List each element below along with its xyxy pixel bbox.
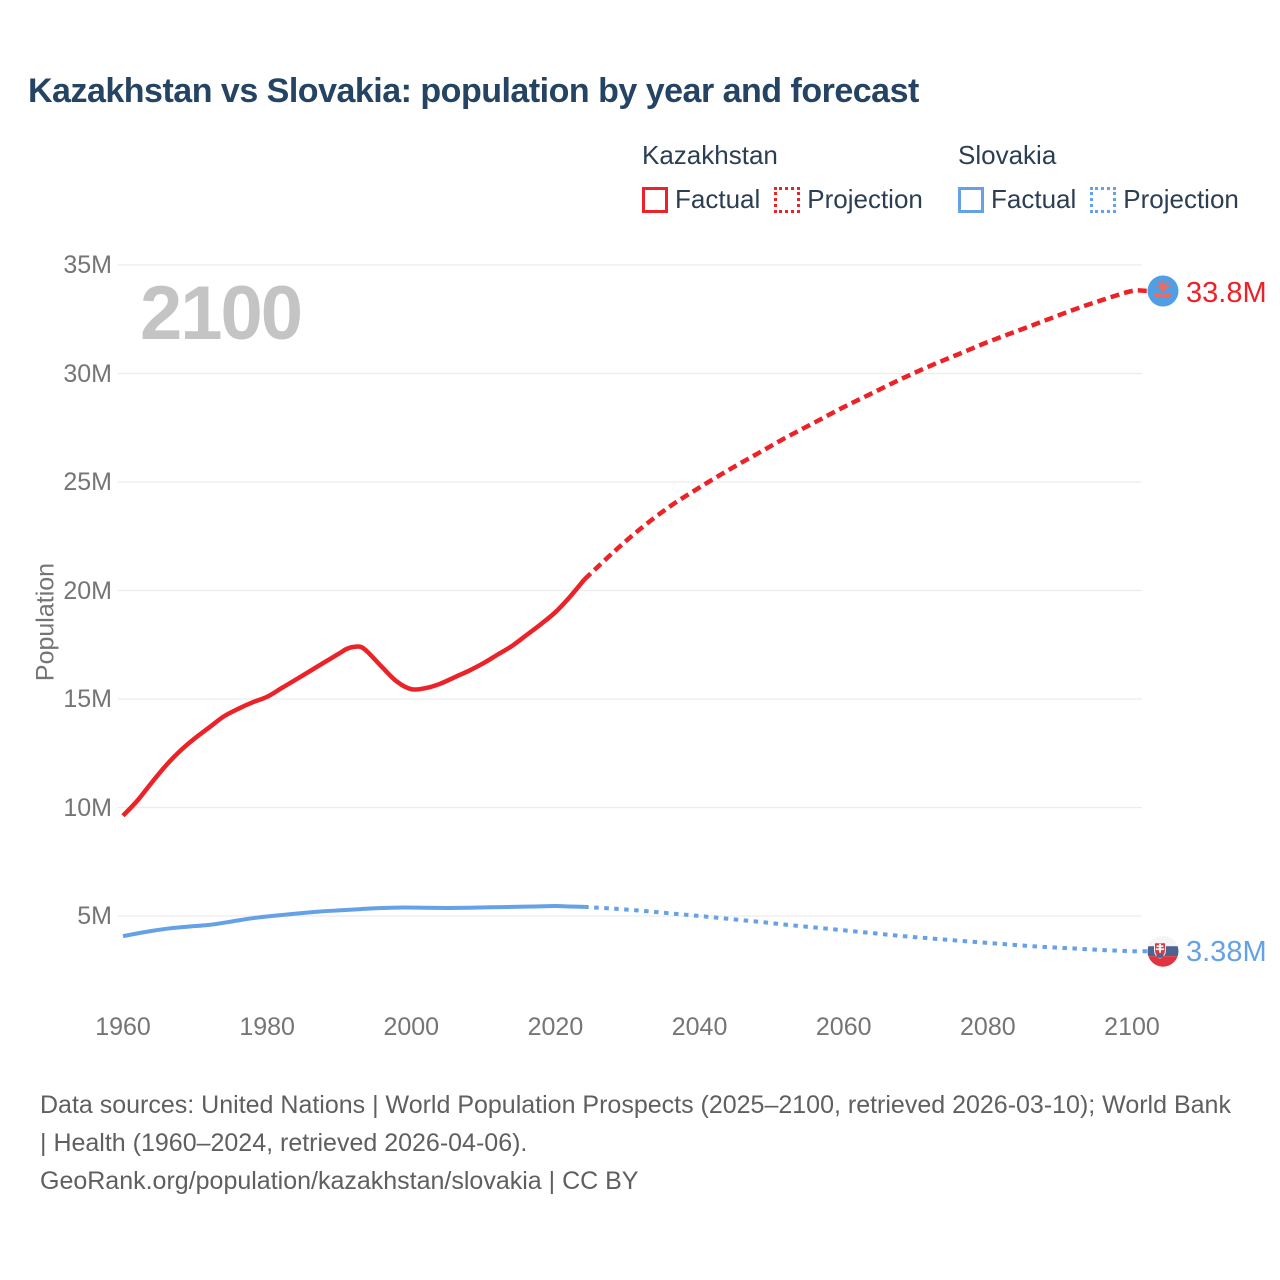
- legend-item-kazakhstan-projection[interactable]: Projection: [774, 184, 923, 215]
- series-kazakhstan-factual: [121, 578, 587, 818]
- kazakhstan-factual-swatch-icon: [642, 186, 668, 213]
- series-paths: [121, 288, 1148, 954]
- slovakia-flag-icon: [1147, 935, 1179, 967]
- y-tick-label: 20M: [63, 576, 112, 605]
- end-label-slovakia: 3.38M: [1186, 936, 1267, 968]
- slovakia-factual-swatch-icon: [958, 186, 984, 213]
- legend-row-kazakhstan: Factual Projection: [642, 184, 923, 215]
- legend-item-slovakia-factual[interactable]: Factual: [958, 184, 1076, 215]
- legend-country-kazakhstan: Kazakhstan: [642, 140, 778, 170]
- x-tick-label: 2000: [383, 1013, 440, 1041]
- y-tick-label: 30M: [63, 359, 112, 388]
- legend-country-slovakia: Slovakia: [958, 140, 1057, 170]
- x-tick-label: 1980: [239, 1013, 295, 1041]
- legend-label-kazakhstan-factual: Factual: [675, 184, 761, 214]
- legend-row-slovakia: Factual Projection: [958, 184, 1239, 215]
- series-slovakia-projection: [584, 904, 1148, 954]
- x-tick-label: 2020: [527, 1013, 584, 1041]
- x-tick-label: 2100: [1104, 1013, 1160, 1041]
- y-tick-label: 25M: [63, 468, 112, 496]
- legend-item-kazakhstan-factual[interactable]: Factual: [642, 184, 760, 215]
- x-tick-label: 1960: [95, 1013, 151, 1041]
- footer-attribution: GeoRank.org/population/kazakhstan/slovak…: [40, 1167, 639, 1195]
- kazakhstan-projection-swatch-icon: [774, 186, 801, 213]
- legend-group-slovakia: Slovakia Factual Projection: [958, 140, 1239, 215]
- gridlines: [118, 264, 1142, 917]
- page-title: Kazakhstan vs Slovakia: population by ye…: [28, 72, 919, 110]
- y-tick-label: 5M: [77, 902, 112, 930]
- footer-sources: Data sources: United Nations | World Pop…: [40, 1091, 1231, 1157]
- legend-group-kazakhstan: Kazakhstan Factual Projection: [642, 140, 923, 215]
- slovakia-projection-swatch-icon: [1090, 186, 1117, 213]
- y-tick-label: 35M: [63, 251, 112, 279]
- legend-label-slovakia-factual: Factual: [991, 184, 1077, 214]
- x-tick-label: 2060: [815, 1013, 872, 1041]
- kazakhstan-flag-icon: [1147, 275, 1179, 307]
- legend-label-kazakhstan-projection: Projection: [807, 184, 923, 214]
- legend-label-slovakia-projection: Projection: [1123, 184, 1239, 214]
- series-kazakhstan-projection: [582, 288, 1148, 582]
- x-tick-label: 2040: [671, 1013, 728, 1041]
- legend-item-slovakia-projection[interactable]: Projection: [1090, 184, 1239, 215]
- y-tick-label: 15M: [63, 685, 112, 713]
- watermark-year: 2100: [140, 271, 303, 356]
- footer: Data sources: United Nations | World Pop…: [40, 1086, 1236, 1200]
- series-slovakia-factual: [122, 903, 585, 939]
- x-tick-label: 2080: [960, 1013, 1016, 1041]
- y-tick-label: 10M: [63, 793, 112, 822]
- end-label-kazakhstan: 33.8M: [1186, 277, 1267, 309]
